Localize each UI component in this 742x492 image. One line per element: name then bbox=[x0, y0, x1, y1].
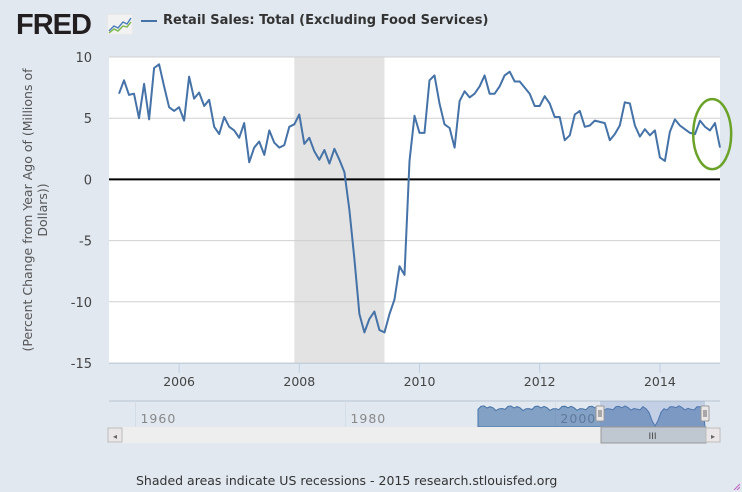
handle-box[interactable] bbox=[700, 405, 710, 422]
y-tick-label: 10 bbox=[75, 51, 92, 66]
chevron-right-icon: ▸ bbox=[711, 432, 715, 441]
series-line[interactable] bbox=[118, 63, 721, 334]
scroll-button-box[interactable] bbox=[705, 427, 721, 443]
recession-note: Shaded areas indicate US recessions - 20… bbox=[136, 473, 558, 488]
chart-line-icon bbox=[107, 14, 133, 35]
navigator-tick-label: 1980 bbox=[350, 411, 386, 426]
scrollbar-left-button[interactable]: ◂ bbox=[107, 427, 123, 443]
scrollbar-grip-icon: III bbox=[649, 432, 657, 442]
navigator-tick-label: 1960 bbox=[140, 411, 176, 426]
navigator-series-area bbox=[477, 405, 706, 428]
recession-band bbox=[294, 57, 385, 363]
legend-item[interactable]: Retail Sales: Total (Excluding Food Serv… bbox=[141, 13, 488, 28]
scrollbar-track[interactable] bbox=[108, 427, 720, 443]
x-tick-label: 2012 bbox=[524, 374, 556, 389]
fred-logo[interactable]: FRED bbox=[16, 9, 92, 41]
y-tick-label: -10 bbox=[71, 296, 92, 311]
resize-handle-icon[interactable] bbox=[732, 482, 740, 490]
navigator-selected-range[interactable] bbox=[600, 401, 705, 427]
y-tick-label: -15 bbox=[71, 357, 92, 372]
highlight-ellipse bbox=[691, 97, 733, 171]
scroll-button-box[interactable] bbox=[107, 427, 123, 443]
handle-box[interactable] bbox=[595, 405, 605, 422]
y-tick-label: 5 bbox=[84, 112, 92, 127]
scrollbar-right-button[interactable]: ▸ bbox=[705, 427, 721, 443]
navigator-handle-left[interactable] bbox=[595, 405, 605, 422]
x-tick-label: 2010 bbox=[404, 374, 436, 389]
x-tick-label: 2008 bbox=[283, 374, 315, 389]
x-tick-label: 2006 bbox=[163, 374, 195, 389]
chevron-left-icon: ◂ bbox=[113, 432, 117, 441]
x-tick-label: 2014 bbox=[644, 374, 676, 389]
legend-label: Retail Sales: Total (Excluding Food Serv… bbox=[163, 13, 489, 28]
navigator-handle-right[interactable] bbox=[700, 405, 710, 422]
legend-swatch bbox=[141, 19, 157, 22]
y-tick-label: 0 bbox=[84, 173, 92, 188]
y-tick-label: -5 bbox=[79, 235, 92, 250]
